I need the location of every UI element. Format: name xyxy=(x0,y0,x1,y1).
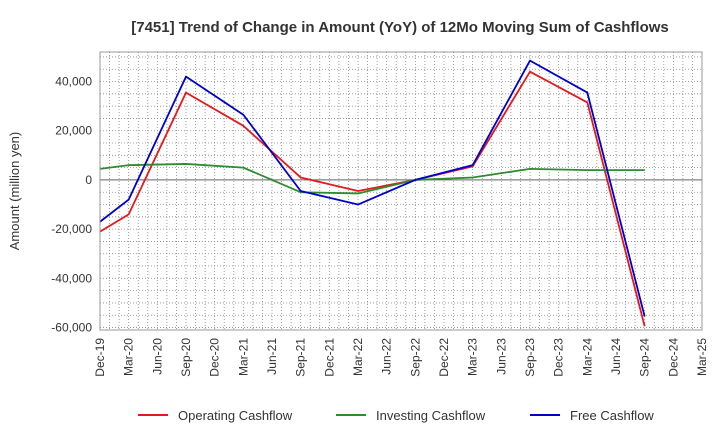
investing-cashflow-legend-label: Investing Cashflow xyxy=(376,408,486,423)
x-tick-label: Jun-23 xyxy=(494,338,508,375)
x-tick-label: Jun-20 xyxy=(150,338,164,375)
y-tick-label: 40,000 xyxy=(55,75,92,89)
y-tick-label: -40,000 xyxy=(51,271,92,285)
free-cashflow-legend-label: Free Cashflow xyxy=(570,408,654,423)
x-tick-label: Dec-24 xyxy=(666,338,680,377)
operating-cashflow-line xyxy=(99,70,646,327)
investing-cashflow-line xyxy=(99,163,645,195)
x-tick-label: Sep-22 xyxy=(408,338,422,377)
series-layer xyxy=(99,59,646,327)
x-tick-label: Jun-24 xyxy=(609,338,623,375)
x-tick-label: Jun-21 xyxy=(265,338,279,375)
chart-title: [7451] Trend of Change in Amount (YoY) o… xyxy=(131,19,669,36)
y-tick-label: -20,000 xyxy=(51,222,92,236)
x-tick-label: Dec-19 xyxy=(93,338,107,377)
x-tick-label: Mar-23 xyxy=(466,338,480,376)
x-tick-label: Mar-22 xyxy=(351,338,365,376)
x-tick-label: Jun-22 xyxy=(380,338,394,375)
x-tick-labels: Dec-19 Mar-20 Jun-20 Sep-20 Dec-20 Mar-21 Jun-… xyxy=(93,338,709,377)
x-tick-label: Dec-21 xyxy=(322,338,336,377)
legend: Operating Cashflow Investing Cashflow Free… xyxy=(138,408,654,423)
x-tick-label: Sep-21 xyxy=(294,338,308,377)
y-tick-labels: 40,000 20,000 0 -20,000 -40,000 -60,000 xyxy=(51,75,92,335)
y-axis-label: Amount (million yen) xyxy=(7,132,22,251)
y-tick-label: -60,000 xyxy=(51,321,92,335)
x-tick-label: Sep-24 xyxy=(638,338,652,377)
plot-frame xyxy=(99,51,703,331)
y-tick-label: 0 xyxy=(85,173,92,187)
x-tick-label: Dec-22 xyxy=(437,338,451,377)
x-tick-label: Mar-25 xyxy=(695,338,709,376)
operating-cashflow-legend-label: Operating Cashflow xyxy=(178,408,293,423)
x-tick-label: Dec-23 xyxy=(552,338,566,377)
x-tick-label: Sep-20 xyxy=(179,338,193,377)
x-tick-label: Mar-20 xyxy=(122,338,136,376)
x-tick-label: Mar-21 xyxy=(236,338,250,376)
free-cashflow-line xyxy=(99,59,646,317)
x-tick-label: Sep-23 xyxy=(523,338,537,377)
x-tick-label: Mar-24 xyxy=(580,338,594,376)
x-tick-label: Dec-20 xyxy=(208,338,222,377)
y-tick-label: 20,000 xyxy=(55,124,92,138)
